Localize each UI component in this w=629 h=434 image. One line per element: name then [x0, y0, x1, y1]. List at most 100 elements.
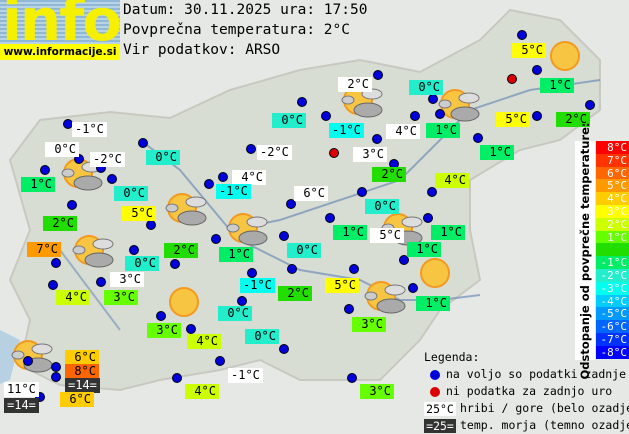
- station-dot[interactable]: [156, 311, 166, 321]
- station-dot[interactable]: [399, 255, 409, 265]
- station-dot[interactable]: [286, 199, 296, 209]
- station-dot[interactable]: [372, 134, 382, 144]
- station-temperature-label: 1°C: [431, 225, 465, 240]
- station-temperature-label: 11°C: [4, 382, 39, 397]
- deviation-scale: 8°C 7°C 6°C 5°C 4°C 3°C 2°C 1°C -1°C -2°C -3°C -4°C…: [596, 141, 629, 359]
- station-dot[interactable]: [48, 280, 58, 290]
- station-temperature-label: 0°C: [114, 186, 148, 201]
- station-dot[interactable]: [204, 179, 214, 189]
- logo-url[interactable]: www.informacije.si: [0, 44, 120, 60]
- station-missing-dot[interactable]: [329, 148, 339, 158]
- station-dot[interactable]: [35, 392, 45, 402]
- station-dot[interactable]: [211, 234, 221, 244]
- station-dot[interactable]: [218, 172, 228, 182]
- station-dot[interactable]: [170, 259, 180, 269]
- station-dot[interactable]: [585, 100, 595, 110]
- station-dot[interactable]: [428, 94, 438, 104]
- blue-dot-icon: [430, 369, 440, 380]
- station-dot[interactable]: [408, 283, 418, 293]
- scale-row: -2°C: [596, 268, 629, 282]
- logo[interactable]: info www.informacije.si: [0, 0, 122, 60]
- station-temperature-label: 3°C: [147, 323, 181, 338]
- partly-cloudy-icon: [338, 82, 386, 126]
- scale-row: -1°C: [596, 256, 629, 269]
- station-temperature-label: 4°C: [232, 170, 266, 185]
- station-dot[interactable]: [435, 109, 445, 119]
- station-temperature-label: 7°C: [27, 242, 61, 257]
- station-dot[interactable]: [96, 277, 106, 287]
- station-missing-dot[interactable]: [507, 74, 517, 84]
- station-dot[interactable]: [349, 264, 359, 274]
- station-temperature-label: 4°C: [56, 290, 90, 305]
- station-dot[interactable]: [321, 111, 331, 121]
- legend-row-missing: ni podatka za zadnjo uro: [424, 383, 629, 400]
- station-dot[interactable]: [410, 111, 420, 121]
- scale-row: -8°C: [596, 345, 629, 359]
- partly-cloudy-icon: [69, 232, 117, 276]
- station-temperature-label: 5°C: [325, 278, 359, 293]
- station-temperature-label: 1°C: [426, 123, 460, 138]
- scale-row: -6°C: [596, 320, 629, 333]
- station-dot[interactable]: [215, 356, 225, 366]
- station-temperature-label: 8°C: [65, 364, 99, 379]
- station-dot[interactable]: [517, 30, 527, 40]
- station-dot[interactable]: [237, 296, 247, 306]
- station-dot[interactable]: [325, 213, 335, 223]
- station-dot[interactable]: [246, 144, 256, 154]
- station-dot[interactable]: [344, 304, 354, 314]
- station-dot[interactable]: [373, 70, 383, 80]
- station-dot[interactable]: [172, 373, 182, 383]
- station-dot[interactable]: [146, 220, 156, 230]
- station-dot[interactable]: [532, 111, 542, 121]
- station-temperature-label: 3°C: [352, 317, 386, 332]
- station-temperature-label: 0°C: [146, 150, 180, 165]
- station-dot[interactable]: [51, 258, 61, 268]
- station-temperature-label: -1°C: [72, 122, 107, 137]
- scale-row: 2°C: [596, 217, 629, 231]
- station-dot[interactable]: [427, 187, 437, 197]
- station-dot[interactable]: [129, 245, 139, 255]
- station-dot[interactable]: [279, 231, 289, 241]
- station-temperature-label: 3°C: [353, 147, 387, 162]
- station-dot[interactable]: [23, 356, 33, 366]
- hill-sample: 25°C: [424, 401, 456, 416]
- station-temperature-label: 2°C: [43, 216, 77, 231]
- station-temperature-label: 2°C: [164, 243, 198, 258]
- station-temperature-label: 6°C: [60, 392, 94, 407]
- station-temperature-label: -2°C: [257, 145, 292, 160]
- partly-cloudy-icon: [223, 210, 271, 254]
- scale-row: 7°C: [596, 153, 629, 167]
- legend-hill-text: hribi / gore (belo ozadje): [460, 401, 629, 415]
- station-dot[interactable]: [347, 373, 357, 383]
- station-dot[interactable]: [287, 264, 297, 274]
- station-dot[interactable]: [40, 165, 50, 175]
- station-dot[interactable]: [186, 324, 196, 334]
- station-dot[interactable]: [357, 187, 367, 197]
- station-dot[interactable]: [297, 97, 307, 107]
- station-dot[interactable]: [74, 154, 84, 164]
- scale-title: Odstopanje od povprečne temperature:: [575, 122, 595, 379]
- station-dot[interactable]: [473, 133, 483, 143]
- station-dot[interactable]: [532, 65, 542, 75]
- station-dot[interactable]: [51, 372, 61, 382]
- station-temperature-label: 2°C: [338, 77, 372, 92]
- red-dot-icon: [430, 386, 440, 397]
- station-temperature-label: 1°C: [416, 296, 450, 311]
- station-dot[interactable]: [51, 362, 61, 372]
- station-dot[interactable]: [279, 344, 289, 354]
- sun-icon: [164, 284, 212, 328]
- legend-title: Legenda:: [424, 350, 480, 364]
- station-temperature-label: 3°C: [104, 290, 138, 305]
- data-source: Vir podatkov: ARSO: [123, 42, 281, 58]
- station-dot[interactable]: [423, 213, 433, 223]
- station-dot[interactable]: [67, 200, 77, 210]
- station-temperature-label: 2°C: [372, 167, 406, 182]
- partly-cloudy-icon: [162, 190, 210, 234]
- station-temperature-label: 0°C: [287, 243, 321, 258]
- legend-row-sea: =25= temp. morja (temno ozadje): [424, 417, 629, 434]
- station-dot[interactable]: [138, 138, 148, 148]
- station-dot[interactable]: [107, 174, 117, 184]
- station-dot[interactable]: [247, 268, 257, 278]
- station-temperature-label: 6°C: [65, 350, 99, 365]
- legend: Legenda: na voljo so podatki zadnje ure …: [424, 349, 629, 434]
